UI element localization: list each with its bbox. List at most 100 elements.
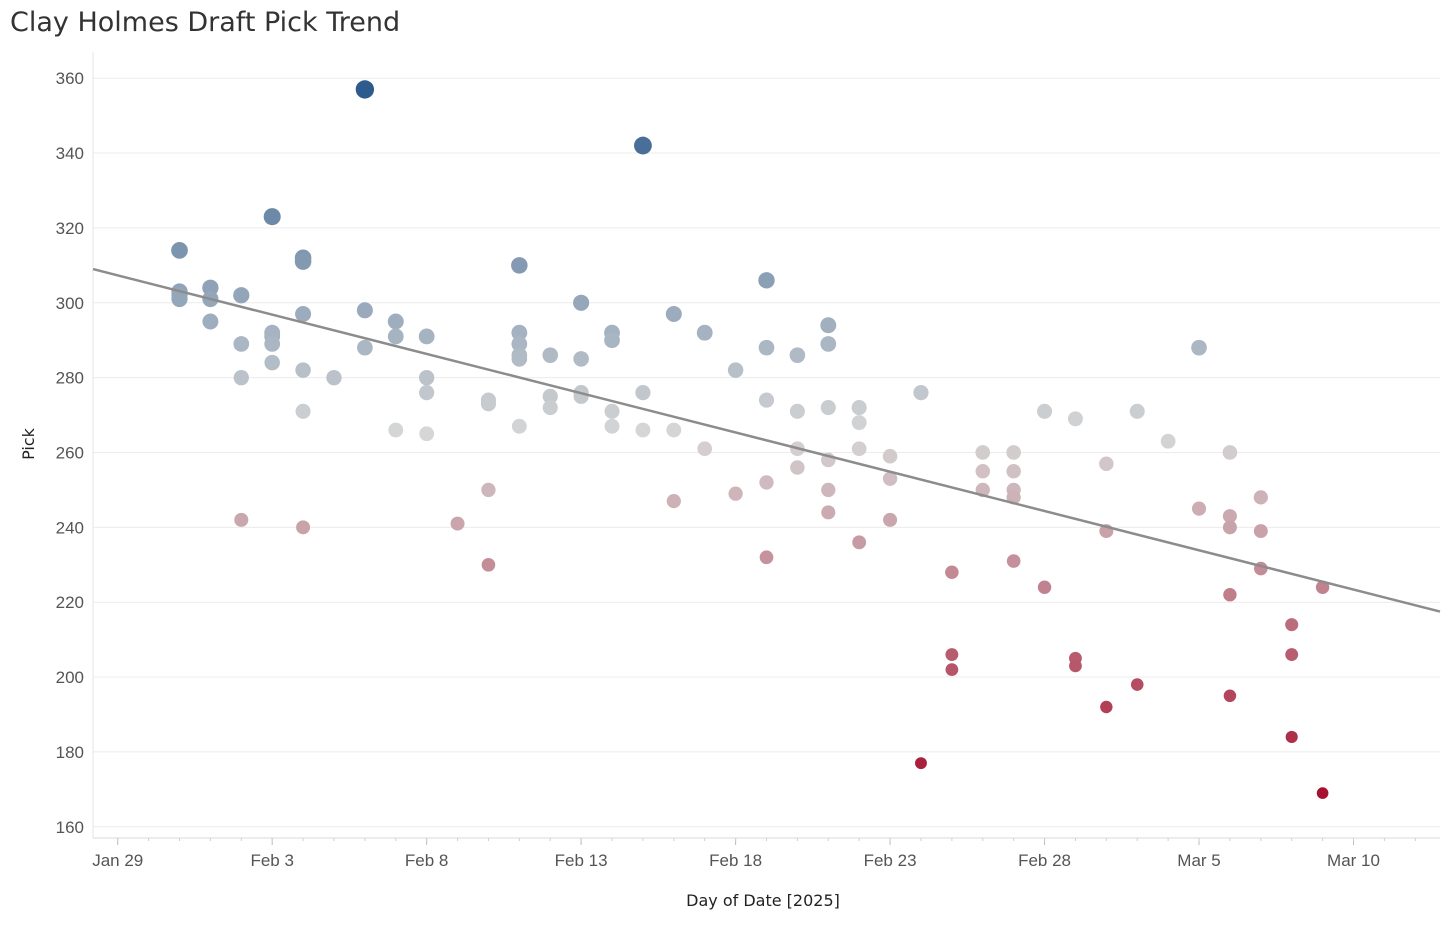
data-point bbox=[1037, 403, 1053, 419]
data-point bbox=[1067, 411, 1083, 427]
data-point bbox=[356, 302, 373, 319]
data-point bbox=[821, 482, 836, 498]
data-point bbox=[295, 305, 312, 323]
data-point bbox=[759, 550, 774, 565]
y-tick-label: 220 bbox=[56, 593, 84, 612]
data-point bbox=[1222, 445, 1238, 460]
data-point bbox=[1099, 456, 1114, 471]
data-point bbox=[542, 347, 559, 363]
data-point bbox=[1130, 678, 1144, 691]
data-point bbox=[481, 557, 496, 572]
data-point bbox=[511, 324, 528, 341]
data-point bbox=[542, 400, 558, 416]
data-point bbox=[1223, 689, 1237, 703]
data-point bbox=[1285, 648, 1299, 662]
data-point bbox=[697, 441, 713, 457]
data-point bbox=[1285, 618, 1299, 632]
y-tick-label: 320 bbox=[56, 219, 84, 238]
data-point bbox=[945, 565, 959, 580]
data-point bbox=[820, 400, 836, 416]
data-point bbox=[264, 336, 281, 352]
data-point bbox=[635, 384, 651, 401]
y-tick-label: 160 bbox=[56, 818, 84, 837]
y-axis-title: Pick bbox=[19, 427, 38, 460]
data-point bbox=[296, 520, 311, 535]
y-tick-label: 340 bbox=[56, 144, 84, 163]
data-point bbox=[171, 290, 188, 308]
data-point bbox=[1006, 463, 1021, 479]
data-point bbox=[820, 336, 837, 352]
trend-line bbox=[92, 267, 1441, 613]
data-point bbox=[511, 336, 528, 352]
data-point bbox=[1316, 787, 1329, 799]
y-tick-label: 200 bbox=[56, 668, 84, 687]
data-point bbox=[882, 471, 898, 486]
y-tick-label: 240 bbox=[56, 518, 84, 537]
data-point bbox=[1315, 580, 1330, 594]
x-tick-label: Feb 18 bbox=[709, 851, 762, 870]
data-point bbox=[511, 351, 528, 367]
data-point bbox=[883, 512, 898, 527]
data-point bbox=[604, 332, 620, 349]
data-point bbox=[1069, 659, 1082, 673]
data-point bbox=[202, 313, 219, 330]
data-point bbox=[604, 403, 620, 419]
data-point bbox=[759, 475, 774, 490]
data-point bbox=[634, 136, 652, 155]
data-point bbox=[387, 328, 404, 345]
data-point bbox=[1253, 524, 1268, 539]
data-point bbox=[882, 448, 898, 464]
x-tick-label: Jan 29 bbox=[92, 851, 143, 870]
data-point bbox=[542, 388, 558, 404]
data-point bbox=[790, 460, 805, 475]
data-point bbox=[758, 272, 775, 289]
data-point bbox=[264, 354, 280, 371]
data-point bbox=[821, 505, 836, 520]
data-point bbox=[1222, 520, 1237, 535]
data-point bbox=[666, 422, 682, 438]
data-point bbox=[234, 512, 249, 527]
data-point bbox=[418, 328, 435, 345]
y-axis-ticks: 160 180 200 220 240 260 280 300 320 340 360 bbox=[56, 69, 84, 837]
data-point bbox=[171, 242, 188, 259]
data-point bbox=[1006, 554, 1021, 568]
data-point bbox=[202, 279, 219, 296]
data-point bbox=[1222, 509, 1237, 524]
data-point bbox=[851, 400, 867, 416]
x-tick-label: Feb 8 bbox=[405, 851, 448, 870]
data-point bbox=[666, 494, 681, 509]
gridlines bbox=[93, 77, 1440, 828]
data-point bbox=[294, 253, 312, 270]
data-points bbox=[171, 80, 1330, 799]
data-point bbox=[326, 369, 342, 386]
data-point bbox=[915, 757, 927, 770]
data-point bbox=[945, 648, 959, 662]
y-tick-label: 260 bbox=[56, 443, 84, 462]
data-point bbox=[511, 418, 527, 434]
data-point bbox=[419, 384, 435, 401]
data-point bbox=[975, 463, 990, 479]
x-tick-label: Mar 5 bbox=[1177, 851, 1220, 870]
data-point bbox=[511, 257, 528, 274]
data-point bbox=[635, 422, 651, 438]
x-tick-label: Feb 28 bbox=[1018, 851, 1071, 870]
data-point bbox=[604, 418, 620, 434]
data-point bbox=[450, 516, 465, 531]
data-point bbox=[1191, 339, 1207, 356]
data-point bbox=[1006, 490, 1021, 505]
chart-title: Clay Holmes Draft Pick Trend bbox=[10, 7, 400, 38]
data-point bbox=[480, 396, 497, 412]
data-point bbox=[573, 351, 589, 367]
data-point bbox=[418, 369, 435, 386]
data-point bbox=[419, 426, 435, 442]
data-point bbox=[233, 287, 250, 304]
data-point bbox=[573, 294, 590, 311]
x-tick-label: Mar 10 bbox=[1327, 851, 1380, 870]
data-point bbox=[1129, 403, 1145, 419]
data-point bbox=[355, 80, 375, 99]
data-point bbox=[1285, 730, 1298, 744]
data-point bbox=[758, 339, 775, 356]
data-point bbox=[357, 339, 373, 356]
data-point bbox=[1006, 445, 1021, 460]
y-tick-label: 180 bbox=[56, 743, 84, 762]
